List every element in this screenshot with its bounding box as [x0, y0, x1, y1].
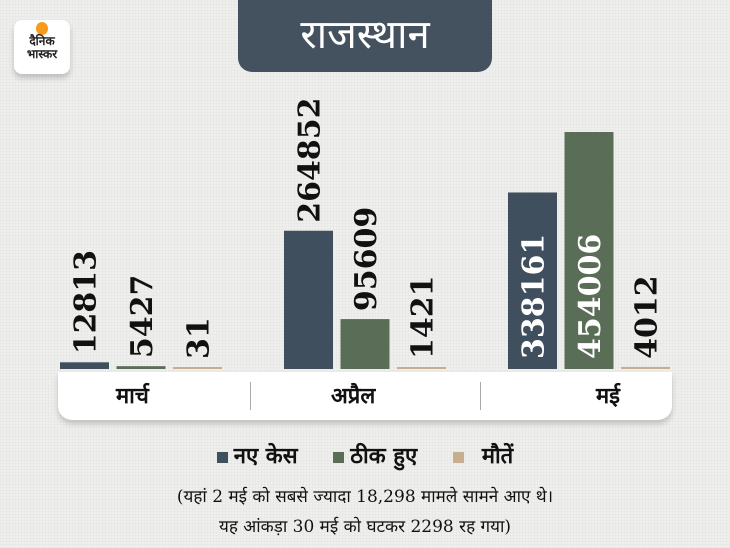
data-label: 4012 — [630, 275, 665, 359]
bar — [116, 366, 166, 369]
legend-label: मौतें — [481, 444, 514, 469]
legend-swatch — [216, 451, 228, 463]
annotation-line-2: यह आंकड़ा 30 मई को घटकर 2298 रह गया) — [219, 517, 511, 537]
legend-item: मौतें — [452, 444, 514, 469]
data-label: 1421 — [406, 276, 441, 360]
legend-item: नए केस — [216, 444, 298, 469]
bar — [397, 367, 446, 369]
logo-line-1: दैनिक — [29, 34, 55, 48]
bar — [340, 319, 390, 369]
x-tick-label: मार्च — [116, 384, 149, 409]
data-label: 31 — [182, 317, 217, 359]
x-axis-band: मार्च अप्रैल मई — [58, 372, 672, 420]
legend-swatch — [452, 451, 464, 463]
bar — [173, 367, 222, 369]
bar-chart: 12813 5427 31 264852 95609 1421 338161 454006 40… — [60, 97, 670, 369]
x-tick-label: मई — [596, 384, 620, 409]
legend-label: नए केस — [233, 444, 298, 469]
sun-dot-icon — [36, 22, 48, 35]
data-label: 95609 — [349, 207, 384, 311]
axis-divider — [480, 382, 481, 410]
data-label: 454006 — [573, 234, 608, 359]
bar — [60, 362, 109, 369]
data-label: 338161 — [517, 234, 552, 359]
bar — [508, 192, 557, 369]
legend-label: ठीक हुए — [350, 444, 418, 469]
x-tick-label: अप्रैल — [331, 384, 376, 409]
chart-title: राजस्थान — [238, 0, 492, 72]
logo-line-2: भास्कर — [26, 47, 58, 61]
legend: नए केस ठीक हुए मौतें — [0, 440, 730, 470]
dainik-bhaskar-logo: दैनिक भास्कर — [14, 20, 70, 74]
axis-divider — [250, 382, 251, 410]
annotation-line-1: (यहां 2 मई को सबसे ज्यादा 18,298 मामले स… — [176, 487, 554, 507]
legend-swatch — [333, 451, 345, 463]
bar — [621, 366, 670, 369]
bar — [284, 230, 333, 369]
data-label: 12813 — [69, 250, 104, 354]
data-label: 264852 — [293, 97, 328, 222]
data-label: 5427 — [125, 275, 160, 359]
legend-item: ठीक हुए — [333, 444, 417, 469]
bar — [564, 132, 614, 369]
